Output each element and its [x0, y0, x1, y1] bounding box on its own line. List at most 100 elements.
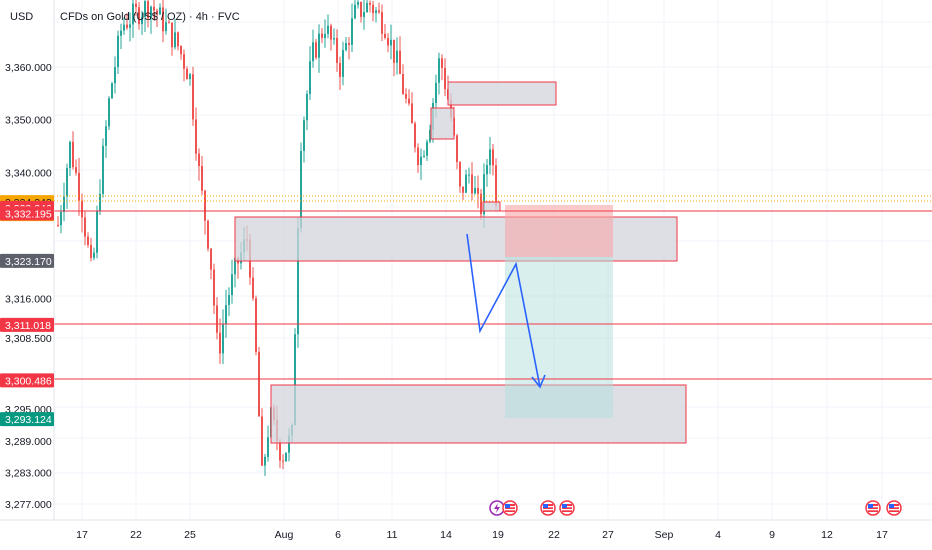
candle-body	[144, 1, 146, 17]
candle-body	[222, 323, 224, 354]
candle-body	[186, 68, 188, 80]
candle-body	[282, 460, 284, 462]
candle-body	[483, 174, 485, 215]
candle-body	[159, 7, 161, 15]
candle-body	[96, 211, 98, 253]
us-flag-icon[interactable]	[540, 500, 556, 516]
candle-body	[108, 98, 110, 127]
small-zone-a[interactable]	[430, 107, 455, 140]
candle-body	[132, 3, 134, 25]
short-position-stop-area[interactable]	[505, 205, 613, 257]
candle-body	[84, 217, 86, 237]
candle-body	[375, 10, 377, 14]
price-tick-label: 3,308.500	[5, 333, 52, 345]
candle-body	[411, 103, 413, 124]
price-tag	[0, 373, 54, 388]
candle-body	[228, 295, 230, 306]
candle-body	[81, 200, 83, 218]
us-flag-icon[interactable]	[559, 500, 575, 516]
candle-body	[480, 193, 482, 215]
price-tags: 3,334.34302:29:113,333.2463,332.1953,323…	[0, 195, 54, 427]
candle-body	[153, 6, 155, 11]
price-tag-label: 3,300.486	[5, 375, 52, 387]
currency-label[interactable]: USD	[10, 11, 33, 23]
candle-body	[357, 2, 359, 5]
time-tick-label: 14	[440, 529, 452, 541]
price-tag	[0, 253, 54, 268]
candle-body	[111, 83, 113, 99]
candle-body	[105, 126, 107, 146]
price-tick-label: 3,340.000	[5, 167, 52, 179]
candle-body	[294, 334, 296, 426]
candle-body	[354, 4, 356, 19]
drawings[interactable]	[0, 81, 932, 444]
candle-body	[117, 35, 119, 68]
time-tick-label: 22	[548, 529, 560, 541]
candle-body	[234, 257, 236, 275]
candle-body	[324, 33, 326, 39]
candle-body	[204, 190, 206, 221]
candle-body	[315, 42, 317, 58]
candle-body	[75, 167, 77, 173]
candle-body	[396, 50, 398, 63]
candle-body	[60, 211, 62, 226]
us-flag-icon[interactable]	[886, 500, 902, 516]
small-zone-b[interactable]	[482, 201, 501, 212]
candle-body	[369, 2, 371, 5]
candle-body	[69, 141, 71, 169]
candle-body	[321, 33, 323, 39]
candle-body	[444, 67, 446, 90]
candle-body	[147, 1, 149, 19]
short-position-target-area[interactable]	[505, 257, 613, 418]
event-icons[interactable]	[489, 500, 902, 516]
candle-body	[477, 188, 479, 194]
candle-body	[474, 188, 476, 194]
demand-zone-bottom[interactable]	[270, 384, 687, 444]
candle-body	[297, 228, 299, 335]
us-flag-icon[interactable]	[502, 500, 518, 516]
candle-body	[279, 441, 281, 461]
time-axis[interactable]: 17 22 25 Aug 6 11 14 19 22 27 Sep 4 9 12 17	[76, 529, 888, 541]
candle-body	[216, 305, 218, 333]
candle-body	[306, 93, 308, 121]
candle-body	[414, 123, 416, 148]
candle-body	[258, 351, 260, 417]
price-tag-label: 3,332.195	[5, 208, 52, 220]
candle-body	[390, 39, 392, 46]
candle-body	[189, 74, 191, 80]
projection-arrow-head	[531, 374, 546, 389]
us-flag-icon[interactable]	[865, 500, 881, 516]
candle-body	[465, 174, 467, 193]
candle-body	[360, 2, 362, 17]
candle-body	[87, 236, 89, 245]
candle-body	[471, 174, 473, 194]
price-tick-label: 3,283.000	[5, 467, 52, 479]
candle-body	[267, 437, 269, 457]
symbol-title: CFDs on Gold (US$ / OZ) · 4h · FVC	[60, 11, 240, 23]
time-tick-label: Aug	[275, 529, 294, 541]
candle-body	[456, 135, 458, 163]
candle-body	[372, 4, 374, 14]
candle-body	[489, 149, 491, 166]
candle-body	[99, 193, 101, 212]
candle-body	[120, 30, 122, 36]
candle-body	[429, 129, 431, 142]
candle-body	[363, 12, 365, 17]
candle-body	[174, 32, 176, 48]
candle-body	[408, 98, 410, 104]
candle-body	[213, 269, 215, 306]
time-tick-label: 27	[602, 529, 614, 541]
projection-arrow-path[interactable]	[466, 233, 541, 388]
candle-body	[156, 10, 158, 15]
time-tick-label: Sep	[655, 529, 674, 541]
candle-body	[141, 16, 143, 25]
candle-body	[114, 67, 116, 84]
candle-body	[303, 120, 305, 151]
lightning-icon[interactable]	[489, 500, 505, 516]
candle-body	[57, 224, 59, 226]
candle-body	[264, 456, 266, 466]
supply-zone-top[interactable]	[447, 81, 557, 106]
candle-body	[150, 6, 152, 19]
candle-body	[129, 24, 131, 28]
